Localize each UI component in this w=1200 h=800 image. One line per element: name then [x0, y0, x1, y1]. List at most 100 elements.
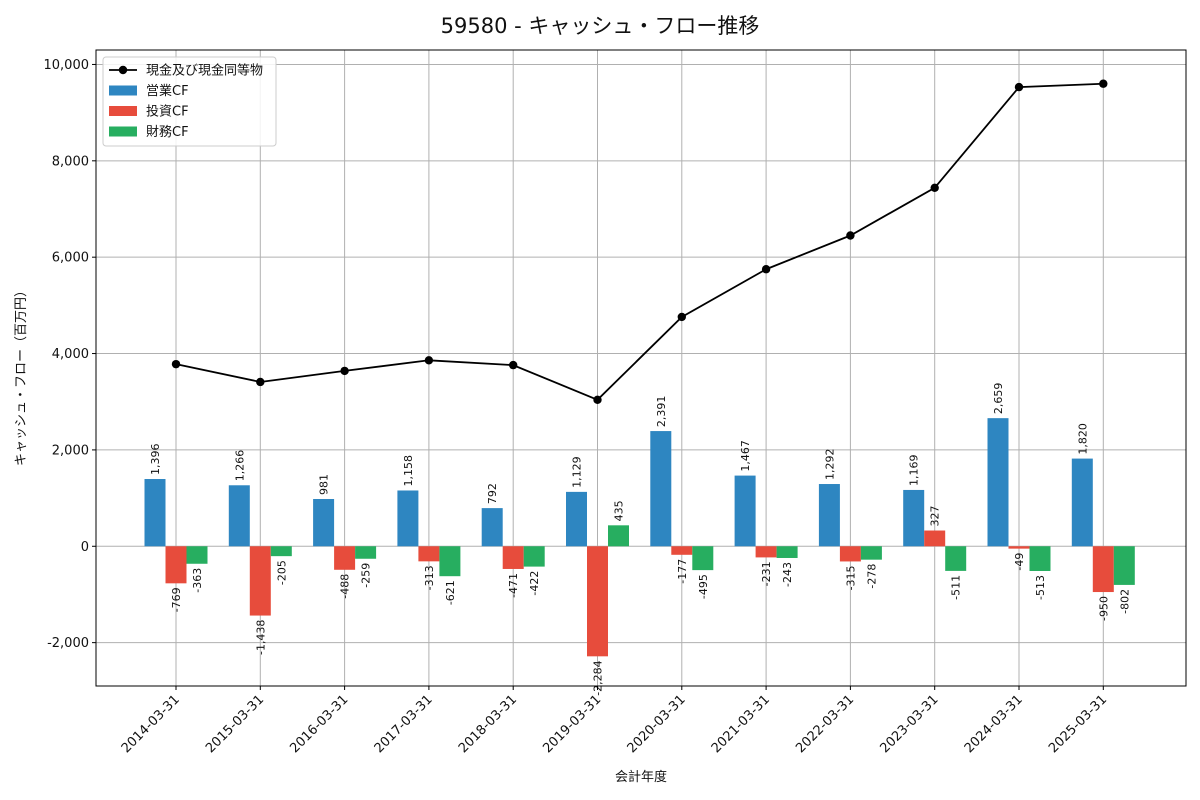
- data-label: -769: [170, 587, 183, 612]
- bar-営業CF: [313, 499, 335, 547]
- data-label: -177: [676, 559, 689, 584]
- y-tick-label: 4,000: [52, 347, 89, 362]
- legend-bar-swatch: [109, 106, 137, 116]
- bar-財務CF: [776, 546, 798, 558]
- bar-財務CF: [439, 546, 461, 577]
- bar-財務CF: [270, 546, 292, 557]
- bar-財務CF: [1029, 546, 1051, 571]
- legend-line-marker: [118, 65, 128, 75]
- cash-point: [424, 356, 434, 365]
- y-tick-label: 10,000: [44, 58, 90, 73]
- bar-営業CF: [228, 485, 250, 547]
- cash-point: [340, 366, 349, 376]
- bar-営業CF: [650, 431, 672, 547]
- bar-投資CF: [671, 546, 693, 555]
- data-label: -278: [865, 564, 878, 589]
- data-label: 327: [929, 506, 942, 527]
- bar-営業CF: [1071, 458, 1093, 547]
- data-label: 1,266: [233, 450, 246, 482]
- bar-財務CF: [523, 546, 545, 567]
- bar-営業CF: [987, 418, 1009, 547]
- data-label: -313: [423, 565, 436, 590]
- bar-投資CF: [334, 546, 356, 570]
- y-axis-label: キャッシュ・フロー（百万円）: [14, 284, 29, 466]
- x-tick-label: 2025-03-31: [1046, 692, 1110, 756]
- data-label: -495: [697, 574, 710, 599]
- data-label: -1,438: [254, 620, 267, 655]
- data-label: -513: [1034, 575, 1047, 600]
- bar-営業CF: [481, 508, 503, 547]
- tick-layer: -2,000 0 2,000 4,000 6,000 8,000 10,000 2014-03…: [44, 58, 1111, 756]
- legend-entry: 営業CF: [146, 83, 189, 99]
- grid-layer: [96, 50, 1186, 686]
- cash-point: [761, 265, 771, 274]
- data-label: -511: [950, 575, 963, 600]
- data-label: 2,391: [655, 396, 668, 428]
- x-tick-label: 2020-03-31: [625, 692, 689, 756]
- x-tick-label: 2016-03-31: [287, 692, 351, 756]
- y-tick-label: 2,000: [52, 443, 89, 458]
- bar-財務CF: [692, 546, 714, 571]
- bar-財務CF: [945, 546, 967, 571]
- data-label: -802: [1118, 589, 1131, 614]
- legend-bar-swatch: [109, 126, 137, 137]
- plot-frame: [95, 49, 1187, 687]
- data-label: 1,129: [571, 456, 584, 488]
- x-tick-label: 2017-03-31: [372, 692, 436, 756]
- data-label: -471: [507, 573, 520, 598]
- x-tick-label: 2024-03-31: [962, 692, 1026, 756]
- x-axis-label: 会計年度: [615, 769, 667, 785]
- bar-財務CF: [608, 525, 629, 547]
- bar-投資CF: [587, 546, 608, 657]
- data-label: -363: [191, 568, 204, 593]
- bar-投資CF: [1092, 546, 1114, 593]
- x-tick-label: 2023-03-31: [877, 692, 941, 756]
- cash-point: [1014, 82, 1024, 92]
- cash-point: [593, 395, 602, 404]
- legend-entry: 投資CF: [146, 104, 189, 120]
- legend-bar-swatch: [109, 85, 137, 96]
- data-label: 792: [486, 483, 499, 504]
- cash-point: [171, 359, 181, 369]
- y-tick-label: 0: [81, 540, 89, 555]
- data-label: -49: [1013, 553, 1026, 571]
- data-label: -422: [528, 571, 541, 596]
- y-tick-label: 6,000: [52, 251, 89, 266]
- bar-財務CF: [355, 546, 377, 559]
- x-tick-label: 2021-03-31: [709, 692, 773, 756]
- data-label: -243: [781, 562, 794, 587]
- y-tick-label: -2,000: [47, 636, 89, 651]
- cash-point: [930, 183, 939, 192]
- legend-entry: 現金及び現金同等物: [146, 63, 263, 79]
- bar-layer: [144, 418, 1135, 657]
- bar-label-layer: 1,396 1,266 981 1,158 792 1,129 2,391 1,467 1,29…: [149, 383, 1131, 696]
- bar-営業CF: [397, 490, 419, 547]
- legend-box: [102, 56, 277, 147]
- data-label: -950: [1097, 596, 1110, 621]
- data-label: 1,158: [402, 455, 415, 487]
- cash-point: [1099, 79, 1108, 88]
- cash-point: [509, 360, 518, 370]
- data-label: -259: [360, 563, 373, 588]
- bar-営業CF: [903, 489, 925, 547]
- bar-財務CF: [186, 546, 208, 564]
- data-label: 981: [318, 474, 331, 495]
- bar-投資CF: [924, 530, 946, 547]
- cash-line: [175, 82, 1104, 401]
- cash-point: [677, 312, 686, 322]
- data-label: 435: [613, 500, 626, 521]
- bar-投資CF: [1008, 546, 1030, 549]
- bar-投資CF: [165, 546, 187, 584]
- bar-営業CF: [566, 491, 587, 547]
- y-tick-label: 8,000: [52, 154, 89, 169]
- bar-営業CF: [144, 479, 166, 547]
- bar-投資CF: [839, 546, 861, 562]
- data-label: 1,292: [823, 449, 836, 481]
- data-label: -2,284: [592, 660, 605, 695]
- x-tick-label: 2019-03-31: [540, 692, 604, 756]
- x-tick-label: 2014-03-31: [119, 692, 183, 756]
- data-label: 1,169: [908, 454, 921, 486]
- bar-投資CF: [755, 546, 777, 558]
